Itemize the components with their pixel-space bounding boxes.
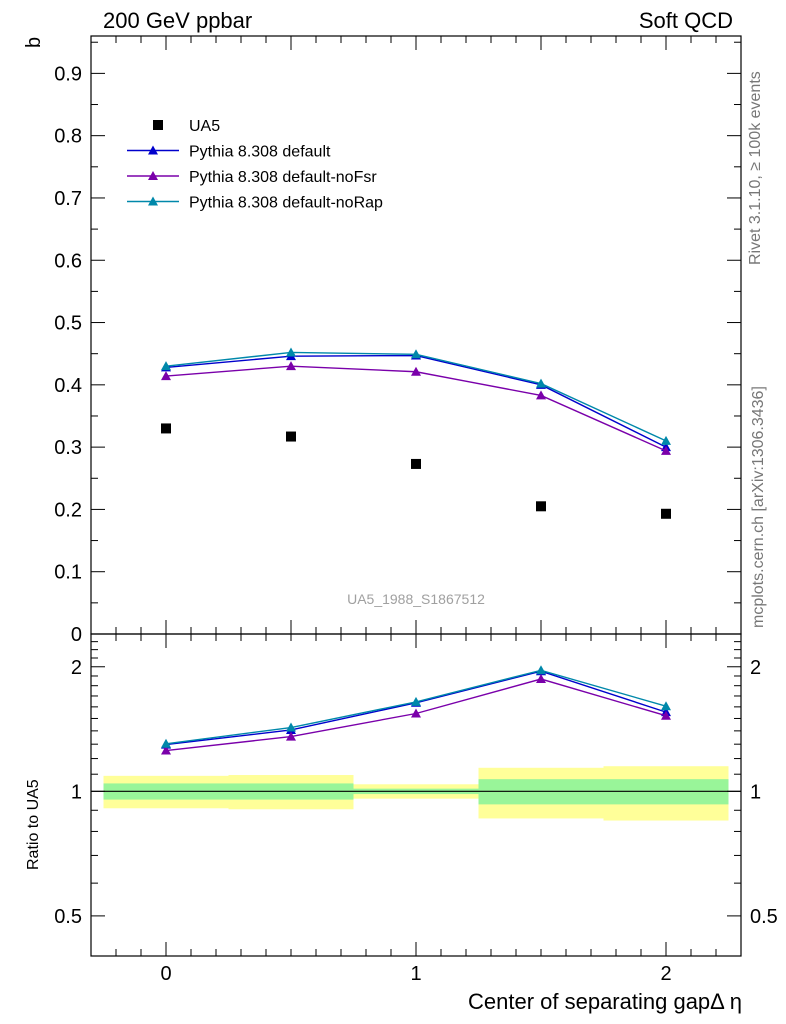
x-tick-label-2: 2 <box>660 963 671 985</box>
main-y-tick-label-1: 0.1 <box>54 562 82 584</box>
ratio-y-tick-label-left-0: 0.5 <box>54 906 82 928</box>
legend: UA5 Pythia 8.308 default Pythia 8.308 defa… <box>127 118 383 212</box>
main-y-tick-label-4: 0.4 <box>54 375 82 397</box>
ratio-series-2-point-2 <box>411 696 421 706</box>
ratio-series-1-point-1 <box>286 731 296 741</box>
data-point-4 <box>661 508 671 519</box>
main-ylabel: b <box>23 37 45 48</box>
data-point-1 <box>286 431 296 442</box>
x-tick-label-0: 0 <box>160 963 171 985</box>
ratio-ylabel: Ratio to UA5 <box>25 779 42 870</box>
x-axis-label: Center of separating gapΔ η <box>468 989 742 1014</box>
main-y-tick-label-5: 0.5 <box>54 313 82 335</box>
main-y-tick-label-8: 0.8 <box>54 126 82 148</box>
main-series-2-point-4 <box>661 435 671 445</box>
ratio-series-1-point-2 <box>411 708 421 718</box>
ratio-series-2-point-4 <box>661 701 671 711</box>
main-y-tick-label-7: 0.7 <box>54 188 82 210</box>
rivet-label: Rivet 3.1.10, ≥ 100k events <box>747 71 764 265</box>
main-y-tick-label-6: 0.6 <box>54 250 82 272</box>
main-y-tick-label-3: 0.3 <box>54 437 82 459</box>
legend-label-0: Pythia 8.308 default <box>189 144 331 161</box>
header-right: Soft QCD <box>639 8 733 33</box>
ratio-series-2-point-3 <box>536 665 546 675</box>
ratio-series-1-point-3 <box>536 674 546 684</box>
ratio-y-tick-label-right-0: 0.5 <box>750 906 778 928</box>
legend-marker-1 <box>148 171 158 180</box>
main-series-1-point-4 <box>661 445 671 455</box>
main-plot-series <box>161 347 671 519</box>
legend-marker-0 <box>148 145 158 155</box>
main-series-2-point-2 <box>411 349 421 359</box>
x-tick-label-1: 1 <box>410 963 421 985</box>
header-left: 200 GeV ppbar <box>103 8 252 33</box>
data-point-3 <box>536 501 546 512</box>
ratio-series-2-point-0 <box>161 738 171 748</box>
main-y-tick-label-9: 0.9 <box>54 63 82 85</box>
ratio-plot-series <box>161 665 671 755</box>
ratio-uncertainty-bands <box>91 766 741 821</box>
legend-label-1: Pythia 8.308 default-noFsr <box>189 169 377 186</box>
ratio-series-1-point-4 <box>661 710 671 720</box>
main-series-1-point-1 <box>286 361 296 371</box>
ratio-series-2-point-1 <box>286 722 296 732</box>
main-series-2-point-1 <box>286 347 296 357</box>
mcplots-label: mcplots.cern.ch [arXiv:1306.3436] <box>750 386 767 628</box>
main-y-tick-label-0: 0 <box>71 624 82 646</box>
ratio-series-line-2 <box>165 669 667 745</box>
main-series-1-point-2 <box>411 366 421 376</box>
main-series-line-1 <box>165 365 667 452</box>
legend-label-data: UA5 <box>189 118 220 135</box>
main-series-1-point-0 <box>161 371 171 381</box>
main-series-2-point-0 <box>161 361 171 371</box>
axes: 0 0.1 0.2 0.3 0.4 0.5 0.6 0.7 0.8 0.9 0 1 2 0.5 0.5 1 1 2… <box>54 35 778 985</box>
legend-marker-data <box>153 120 163 130</box>
main-y-tick-label-2: 0.2 <box>54 499 82 521</box>
ratio-series-1-point-0 <box>161 745 171 755</box>
data-point-0 <box>161 423 171 434</box>
watermark: UA5_1988_S1867512 <box>347 591 485 607</box>
ratio-y-tick-label-left-1: 1 <box>71 781 82 803</box>
legend-label-2: Pythia 8.308 default-noRap <box>189 195 383 212</box>
ratio-y-tick-label-left-2: 2 <box>71 657 82 679</box>
legend-marker-2 <box>148 196 158 206</box>
data-point-2 <box>411 458 421 469</box>
main-series-2-point-3 <box>536 378 546 388</box>
ratio-y-tick-label-right-1: 1 <box>750 781 761 803</box>
main-series-line-2 <box>165 351 667 442</box>
main-series-1-point-3 <box>536 390 546 400</box>
ratio-y-tick-label-right-2: 2 <box>750 657 761 679</box>
